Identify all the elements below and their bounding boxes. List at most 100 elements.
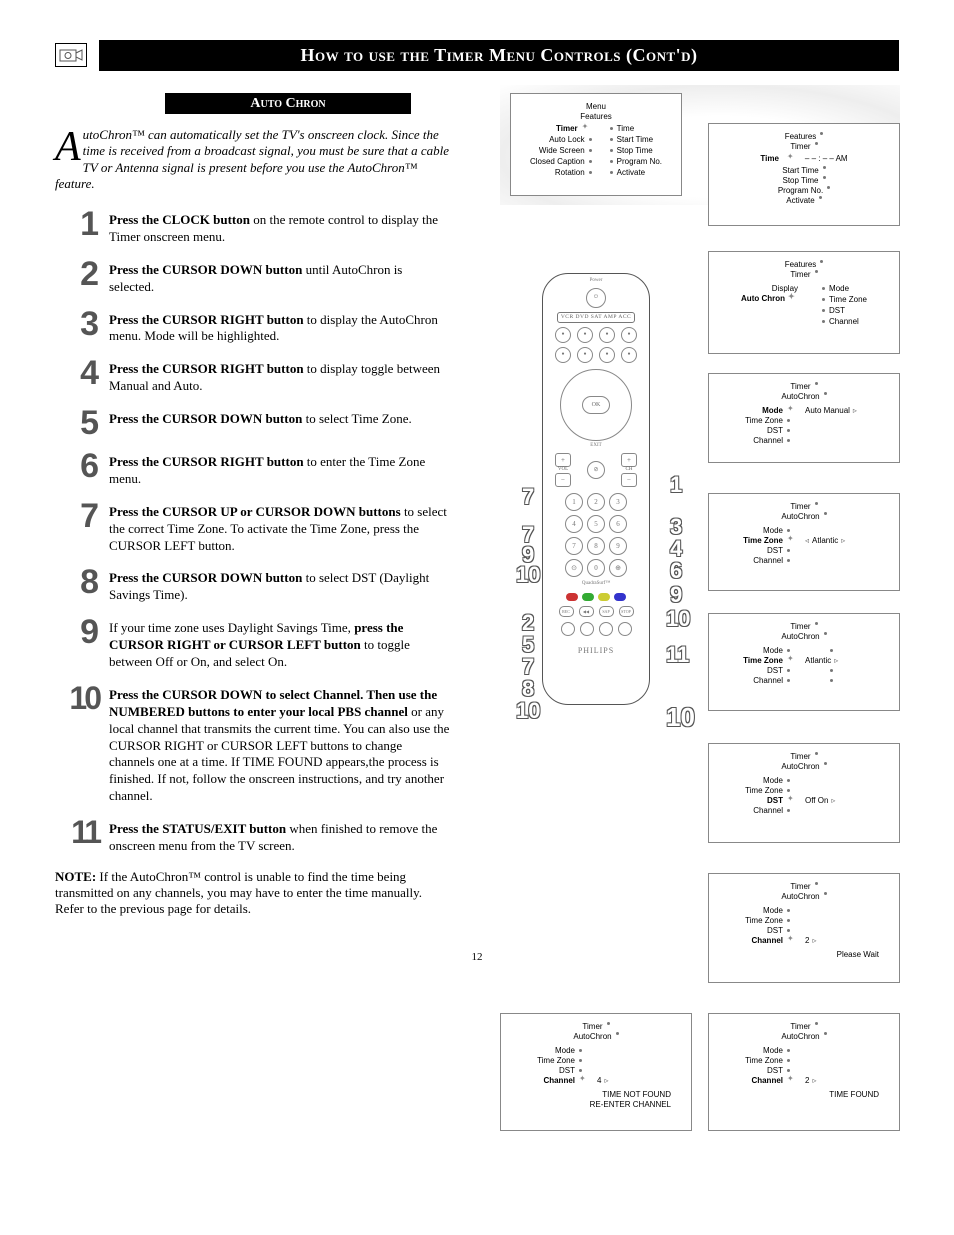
- page-header: How to use the Timer Menu Controls (Cont…: [55, 40, 899, 71]
- step-number: 10: [55, 685, 109, 712]
- vol-rocker: +VOL−: [555, 453, 571, 487]
- step: 7Press the CURSOR UP or CURSOR DOWN butt…: [55, 502, 450, 555]
- osd-screen-found: TimerAutoChronModeTime ZoneDSTChannel2TI…: [708, 1013, 900, 1131]
- step: 1Press the CLOCK button on the remote co…: [55, 210, 450, 246]
- callout-number: 7: [522, 483, 534, 511]
- step: 3Press the CURSOR RIGHT button to displa…: [55, 310, 450, 346]
- step-text: Press the STATUS/EXIT button when finish…: [109, 819, 450, 855]
- step-text: Press the CURSOR RIGHT button to display…: [109, 359, 450, 395]
- numpad-key: 0: [587, 559, 605, 577]
- step-text: Press the CURSOR RIGHT button to enter t…: [109, 452, 450, 488]
- numpad-key: 7: [565, 537, 583, 555]
- ch-rocker: +CH−: [621, 453, 637, 487]
- extra-button: STOP: [619, 606, 634, 617]
- step-number: 6: [55, 452, 109, 481]
- numpad-key: 6: [609, 515, 627, 533]
- right-column: Menu FeaturesTimerAuto LockWide ScreenCl…: [470, 93, 899, 931]
- step-number: 2: [55, 260, 109, 289]
- remote-transport-button: ●: [555, 347, 571, 363]
- intro-paragraph: AutoChron™ can automatically set the TV'…: [55, 127, 450, 192]
- numpad-key: 8: [587, 537, 605, 555]
- color-buttons: [543, 593, 649, 601]
- quad-label: QuadraSurf™: [543, 581, 649, 587]
- note-paragraph: NOTE: If the AutoChron™ control is unabl…: [55, 869, 450, 918]
- step: 8Press the CURSOR DOWN button to select …: [55, 568, 450, 604]
- step-number: 4: [55, 359, 109, 388]
- step-text: Press the CURSOR UP or CURSOR DOWN butto…: [109, 502, 450, 555]
- step: 5Press the CURSOR DOWN button to select …: [55, 409, 450, 438]
- intro-text: utoChron™ can automatically set the TV's…: [55, 127, 449, 191]
- osd-screen-timezone1: TimerAutoChronModeTime ZoneAtlanticDSTCh…: [708, 493, 900, 591]
- osd-screen-autochron: FeaturesTimerDisplayAuto ChronModeTime Z…: [708, 251, 900, 354]
- remote-small-button: ●: [621, 327, 637, 343]
- section-subtitle: Auto Chron: [165, 93, 411, 115]
- callout-number: 10: [516, 697, 540, 725]
- brand-label: PHILIPS: [543, 646, 649, 656]
- remote-transport-button: ●: [577, 347, 593, 363]
- remote-small-button: ●: [577, 327, 593, 343]
- callout-number: 11: [666, 641, 689, 669]
- callout-number: 1: [670, 471, 682, 499]
- osd-screen-menu: Menu FeaturesTimerAuto LockWide ScreenCl…: [510, 93, 682, 196]
- transport-row: REC ◀◀ SAP STOP: [543, 606, 649, 617]
- osd-screen-timezone2: TimerAutoChronModeTime ZoneAtlanticDSTCh…: [708, 613, 900, 711]
- callout-number: 10: [666, 605, 690, 633]
- step: 10Press the CURSOR DOWN to select Channe…: [55, 685, 450, 805]
- ok-button: OK: [582, 396, 610, 414]
- numpad-key: 1: [565, 493, 583, 511]
- step-text: Press the CURSOR DOWN button to select D…: [109, 568, 450, 604]
- osd-screen-dst: TimerAutoChronModeTime ZoneDSTOff OnChan…: [708, 743, 900, 843]
- step-text: Press the CURSOR DOWN button to select T…: [109, 409, 412, 428]
- page-title: How to use the Timer Menu Controls (Cont…: [99, 40, 899, 71]
- remote-transport-button: ●: [599, 347, 615, 363]
- callout-number: 10: [666, 701, 695, 734]
- step-number: 9: [55, 618, 109, 647]
- step-text: Press the CLOCK button on the remote con…: [109, 210, 450, 246]
- osd-screen-channel: TimerAutoChronModeTime ZoneDSTChannel2Pl…: [708, 873, 900, 983]
- step-number: 8: [55, 568, 109, 597]
- power-button-icon: ⏻: [586, 288, 606, 308]
- step-text: Press the CURSOR DOWN to select Channel.…: [109, 685, 450, 805]
- callout-number: 10: [516, 561, 540, 589]
- osd-screen-mode: TimerAutoChronModeAuto ManualTime ZoneDS…: [708, 373, 900, 463]
- numpad-key: ⊙: [565, 559, 583, 577]
- extra-button: ◀◀: [579, 606, 594, 617]
- step: 6Press the CURSOR RIGHT button to enter …: [55, 452, 450, 488]
- numpad-key: 2: [587, 493, 605, 511]
- source-bar: VCR DVD SAT AMP ACC: [557, 312, 635, 323]
- extra-button: REC: [559, 606, 574, 617]
- step-number: 11: [55, 819, 109, 846]
- numpad: 123 456 789 ⊙0⊕: [543, 493, 649, 577]
- camera-icon: [55, 43, 87, 67]
- step-number: 1: [55, 210, 109, 239]
- numpad-key: 9: [609, 537, 627, 555]
- numpad-key: 4: [565, 515, 583, 533]
- step: 11Press the STATUS/EXIT button when fini…: [55, 819, 450, 855]
- step-text: If your time zone uses Daylight Savings …: [109, 618, 450, 671]
- step: 2Press the CURSOR DOWN button until Auto…: [55, 260, 450, 296]
- note-text: If the AutoChron™ control is unable to f…: [55, 869, 422, 917]
- blank-row: [543, 622, 649, 636]
- power-label: Power: [543, 278, 649, 284]
- remote-transport-button: ●: [621, 347, 637, 363]
- step: 4Press the CURSOR RIGHT button to displa…: [55, 359, 450, 395]
- step-number: 7: [55, 502, 109, 531]
- numpad-key: ⊕: [609, 559, 627, 577]
- step-number: 3: [55, 310, 109, 339]
- remote-small-button: ●: [599, 327, 615, 343]
- osd-screen-time: FeaturesTimerTime– – : – – AMStart TimeS…: [708, 123, 900, 226]
- step-text: Press the CURSOR RIGHT button to display…: [109, 310, 450, 346]
- cursor-ring: OK: [560, 369, 632, 441]
- step-text: Press the CURSOR DOWN button until AutoC…: [109, 260, 450, 296]
- osd-screen-notfound: TimerAutoChronModeTime ZoneDSTChannel4TI…: [500, 1013, 692, 1131]
- remote-small-button: ●: [555, 327, 571, 343]
- exit-label: EXIT: [543, 443, 649, 449]
- mute-button: ⊘: [587, 461, 605, 479]
- numpad-key: 5: [587, 515, 605, 533]
- numpad-key: 3: [609, 493, 627, 511]
- left-column: Auto Chron AutoChron™ can automatically …: [55, 93, 450, 931]
- note-label: NOTE:: [55, 869, 96, 884]
- extra-button: SAP: [599, 606, 614, 617]
- step-number: 5: [55, 409, 109, 438]
- remote-body: Power ⏻ VCR DVD SAT AMP ACC ● ● ● ● ● ● ● ● OK…: [542, 273, 650, 705]
